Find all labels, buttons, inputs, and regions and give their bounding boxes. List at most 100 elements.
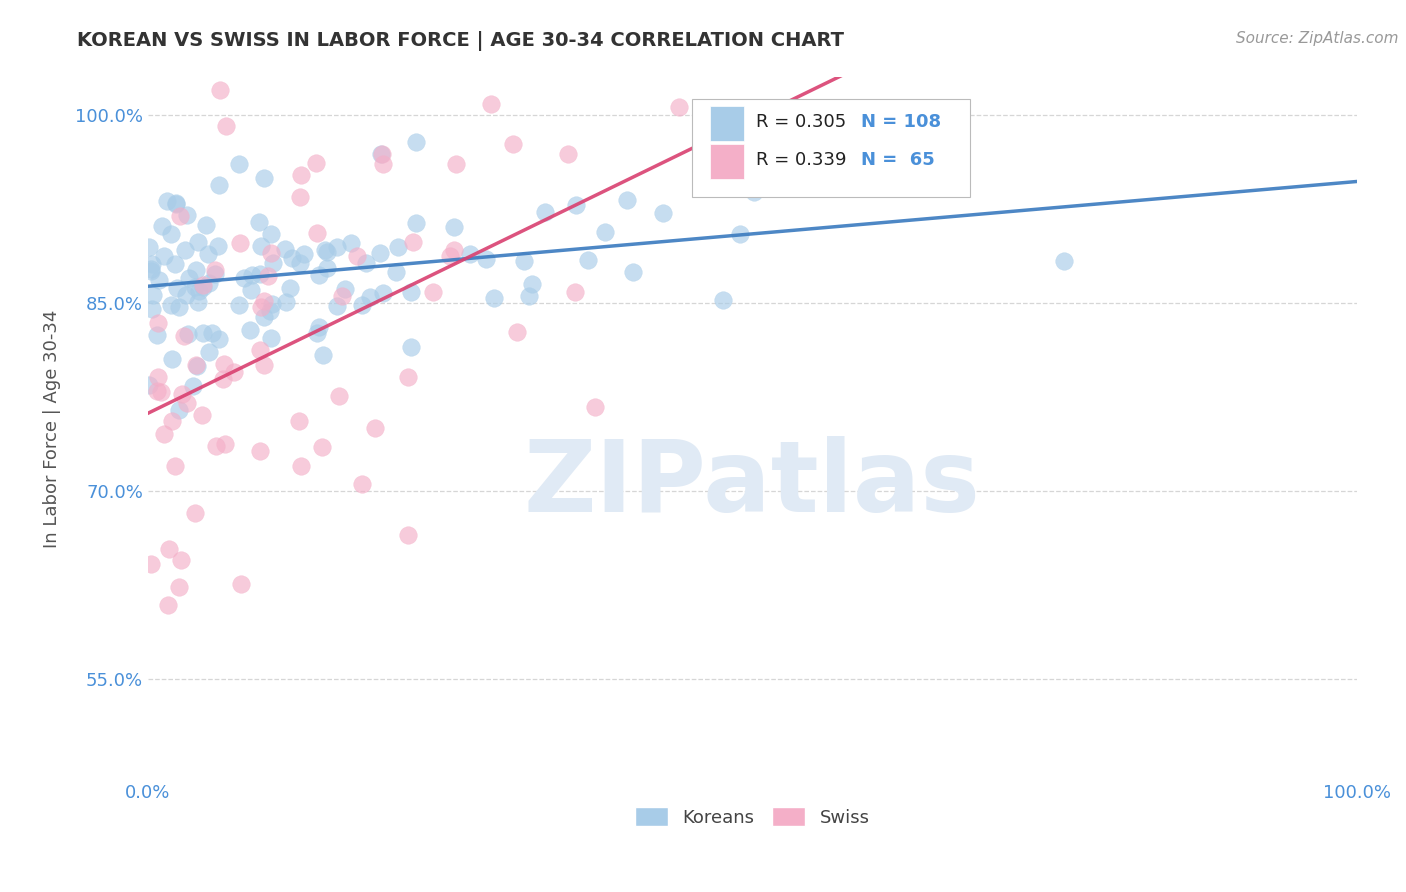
Point [249, 267, 271, 281]
Point [517, 288, 540, 302]
Point [359, 290, 381, 304]
Point [163, 257, 186, 271]
Point [281, 252, 304, 266]
Point [166, 281, 188, 295]
Point [214, 437, 236, 451]
Point [138, 377, 160, 392]
Point [208, 332, 231, 346]
Point [186, 358, 208, 372]
FancyBboxPatch shape [710, 105, 744, 141]
Point [146, 369, 169, 384]
Point [201, 326, 224, 340]
Point [315, 260, 337, 275]
Point [260, 331, 283, 345]
Point [233, 271, 256, 285]
Point [153, 249, 176, 263]
Point [458, 246, 481, 260]
Point [422, 285, 444, 300]
Point [181, 379, 204, 393]
Point [370, 146, 392, 161]
Point [257, 268, 280, 283]
Point [208, 178, 231, 193]
Point [314, 243, 336, 257]
Point [385, 264, 408, 278]
Point [150, 385, 173, 400]
Point [259, 304, 281, 318]
Text: N = 108: N = 108 [862, 112, 942, 130]
Point [482, 291, 505, 305]
Point [502, 136, 524, 151]
Text: N =  65: N = 65 [862, 151, 935, 169]
Point [474, 252, 496, 266]
Point [165, 197, 187, 211]
Point [160, 414, 183, 428]
Point [141, 257, 163, 271]
Point [167, 580, 190, 594]
Text: Source: ZipAtlas.com: Source: ZipAtlas.com [1236, 31, 1399, 46]
Point [173, 244, 195, 258]
Y-axis label: In Labor Force | Age 30-34: In Labor Force | Age 30-34 [44, 310, 60, 548]
Point [229, 235, 252, 250]
Point [439, 249, 461, 263]
Point [212, 372, 235, 386]
Point [399, 285, 422, 300]
Point [621, 265, 644, 279]
Point [160, 298, 183, 312]
Point [184, 263, 207, 277]
Point [176, 208, 198, 222]
Point [197, 247, 219, 261]
Point [253, 293, 276, 308]
Point [616, 193, 638, 207]
Point [193, 278, 215, 293]
Point [194, 218, 217, 232]
Point [711, 293, 734, 307]
Point [141, 264, 163, 278]
Point [288, 256, 311, 270]
Point [176, 326, 198, 341]
Point [249, 239, 271, 253]
Point [346, 249, 368, 263]
Point [350, 298, 373, 312]
Point [534, 204, 557, 219]
Point [162, 352, 184, 367]
Point [668, 100, 690, 114]
Point [138, 240, 160, 254]
Point [371, 147, 394, 161]
Point [170, 386, 193, 401]
Point [212, 357, 235, 371]
Point [174, 288, 197, 302]
Point [260, 297, 283, 311]
Point [169, 209, 191, 223]
Point [520, 277, 543, 292]
Point [249, 343, 271, 358]
Point [152, 427, 174, 442]
Point [288, 414, 311, 428]
Point [231, 577, 253, 591]
Point [402, 235, 425, 249]
Point [399, 340, 422, 354]
Point [364, 421, 387, 435]
Point [396, 528, 419, 542]
Point [170, 553, 193, 567]
Point [260, 227, 283, 241]
FancyBboxPatch shape [692, 98, 970, 197]
FancyBboxPatch shape [710, 145, 744, 179]
Point [252, 358, 274, 372]
Point [405, 135, 427, 149]
Point [187, 295, 209, 310]
Point [557, 146, 579, 161]
Point [308, 320, 330, 334]
Point [222, 365, 245, 379]
Point [191, 280, 214, 294]
Point [142, 288, 165, 302]
Point [316, 245, 339, 260]
Point [396, 369, 419, 384]
Point [307, 226, 329, 240]
Point [387, 240, 409, 254]
Point [444, 157, 467, 171]
Point [145, 384, 167, 398]
Point [253, 310, 276, 325]
Point [163, 458, 186, 473]
Point [506, 326, 529, 340]
Text: ZIPatlas: ZIPatlas [524, 436, 981, 533]
